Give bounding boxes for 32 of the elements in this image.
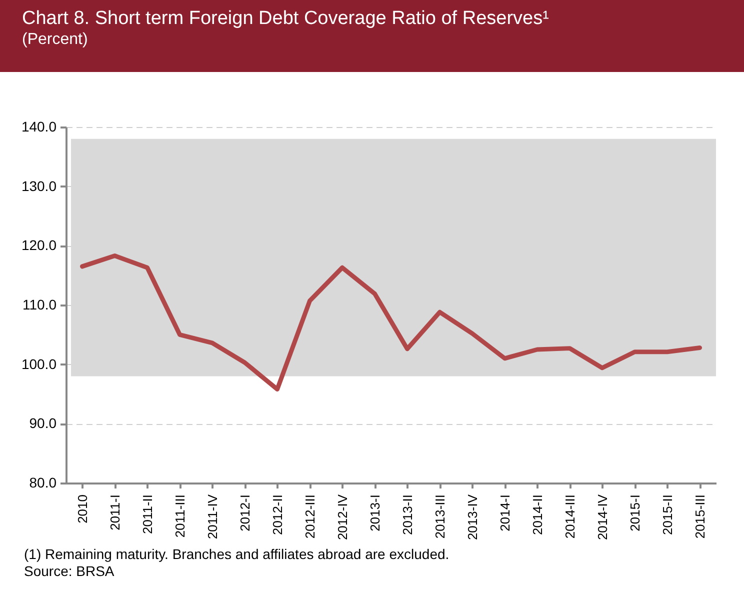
x-tick-label: 2012-III [302, 494, 318, 539]
y-tick-label: 90.0 [29, 415, 57, 432]
text: (1) Remaining maturity. Branches and affiliates abroad are excluded. [24, 546, 450, 563]
x-tick-label: 2011-IV [204, 494, 220, 540]
y-tick-label: 100.0 [21, 356, 57, 372]
x-tick-label: 2014-I [497, 494, 512, 532]
x-tick-label: 2011-II [140, 494, 155, 534]
y-tick-label: 120.0 [21, 237, 57, 254]
x-tick-label: 2014-II [530, 494, 545, 535]
x-tick-label: 2014-III [562, 494, 578, 539]
x-tick-label: 2012-IV [334, 494, 350, 540]
x-tick-label: 2013-I [367, 494, 382, 532]
chart-subtitle: (Percent) [22, 31, 89, 49]
y-tick-label: 80.0 [29, 474, 57, 490]
x-tick-label: 2011-III [172, 494, 188, 538]
x-tick-label: 2012-I [237, 494, 252, 532]
x-tick-label: 2014-IV [594, 494, 610, 540]
x-tick-label: 2013-II [400, 494, 415, 535]
x-tick-label: 2013-III [432, 494, 448, 539]
chart-title: Chart 8. Short term Foreign Debt Coverage Ratio of Reserves¹ [22, 8, 550, 30]
x-tick-label: 2012-II [270, 494, 285, 535]
y-tick-label: 110.0 [22, 296, 57, 312]
x-tick-label: 2011-I [107, 494, 122, 530]
source-note: Source: BRSA [24, 563, 116, 580]
y-tick-label: 140.0 [21, 118, 57, 134]
y-tick-label: 130.0 [21, 178, 57, 194]
x-tick-label: 2013-IV [464, 494, 480, 540]
x-tick-label: 2015-II [660, 494, 675, 535]
line-series [80, 254, 702, 392]
x-tick-label: 2010 [74, 494, 90, 524]
x-tick-label: 2015-III [692, 494, 708, 539]
x-tick-label: 2015-I [627, 494, 642, 532]
